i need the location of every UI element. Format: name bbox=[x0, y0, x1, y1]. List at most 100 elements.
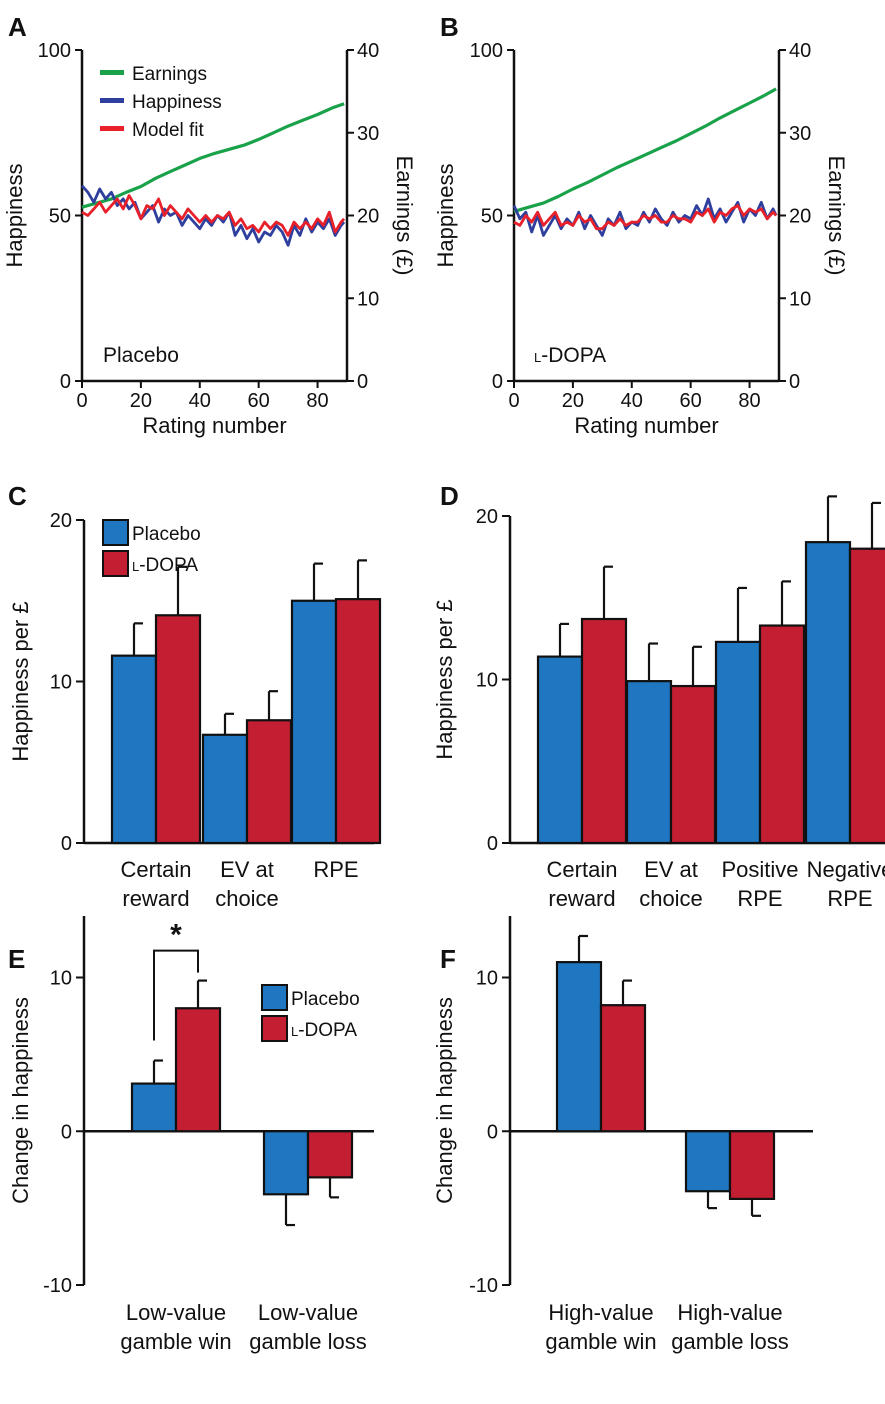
y2-tick-label: 10 bbox=[789, 288, 811, 310]
y-axis-title: Change in happiness bbox=[8, 997, 33, 1204]
panel-letter-b: B bbox=[440, 12, 459, 42]
y-axis-title: Happiness bbox=[433, 164, 458, 268]
y-tick-label: 100 bbox=[38, 40, 71, 62]
bar-placebo bbox=[714, 640, 762, 845]
panel-letter-c: C bbox=[8, 481, 27, 511]
y-tick-label: 10 bbox=[50, 968, 72, 990]
condition-label-smallcap: L bbox=[534, 350, 541, 365]
x-tick-label: 60 bbox=[248, 390, 270, 412]
legend-label: L-DOPA bbox=[291, 1020, 357, 1041]
bar-ldopa bbox=[306, 1130, 354, 1179]
bar-ldopa bbox=[580, 617, 628, 845]
legend-label-text: -DOPA bbox=[298, 1020, 357, 1041]
panel-f: F -10 0 10 Change in happiness High-value gamb… bbox=[432, 916, 813, 1354]
category-label: Certain bbox=[121, 857, 192, 882]
bar-ldopa bbox=[334, 598, 382, 845]
panel-c: C 0 10 20 Happiness per £ Certain reward EV at c… bbox=[8, 481, 382, 911]
legend-label: Placebo bbox=[132, 524, 201, 545]
x-tick-label: 0 bbox=[76, 390, 87, 412]
y2-tick-label: 30 bbox=[789, 123, 811, 145]
legend-label-text: Placebo bbox=[132, 524, 201, 545]
category-label: Positive bbox=[721, 857, 798, 882]
legend-label-smallcap: L bbox=[132, 559, 139, 574]
legend-label: Placebo bbox=[291, 989, 360, 1010]
category-label: reward bbox=[122, 886, 189, 911]
y-tick-label: 0 bbox=[60, 371, 71, 393]
y-tick-label: 20 bbox=[476, 506, 498, 528]
category-label: RPE bbox=[827, 886, 872, 911]
y2-tick-label: 20 bbox=[789, 206, 811, 228]
y-tick-label: 20 bbox=[50, 510, 72, 532]
panel-b: B 0 50 100 0 10 20 30 40 0 20 40 60 80 Rating number Ha… bbox=[433, 12, 849, 438]
legend-label: Model fit bbox=[132, 120, 205, 141]
category-label: RPE bbox=[313, 857, 358, 882]
y2-tick-label: 10 bbox=[357, 288, 379, 310]
panel-letter-d: D bbox=[440, 481, 459, 511]
y2-tick-label: 40 bbox=[789, 40, 811, 62]
y2-tick-label: 30 bbox=[357, 123, 379, 145]
y-axis-title: Happiness per £ bbox=[8, 601, 33, 761]
panel-a: A 0 50 100 0 10 20 30 40 0 20 40 60 80 Rating number Ha… bbox=[2, 12, 417, 438]
panel-letter-f: F bbox=[440, 944, 456, 974]
bar-ldopa bbox=[174, 1007, 222, 1133]
legend-swatch bbox=[261, 1015, 288, 1042]
bar-placebo bbox=[684, 1130, 732, 1193]
series-line-model-fit bbox=[513, 204, 778, 231]
significance-bracket bbox=[153, 949, 199, 1041]
category-label: High-value bbox=[677, 1300, 782, 1325]
x-tick-label: 20 bbox=[130, 390, 152, 412]
significance-star: * bbox=[170, 919, 182, 952]
x-tick-label: 20 bbox=[562, 390, 584, 412]
y2-tick-label: 0 bbox=[789, 371, 800, 393]
series-line-model-fit bbox=[81, 194, 346, 237]
category-label: gamble win bbox=[545, 1329, 656, 1354]
legend-label: L-DOPA bbox=[132, 555, 198, 576]
y-tick-label: 0 bbox=[487, 833, 498, 855]
legend-label-text: Placebo bbox=[291, 989, 360, 1010]
x-tick-label: 80 bbox=[738, 390, 760, 412]
y-tick-label: 10 bbox=[476, 968, 498, 990]
y-tick-label: 50 bbox=[481, 206, 503, 228]
legend-label: Earnings bbox=[132, 64, 207, 85]
y2-axis-title: Earnings (£) bbox=[392, 156, 417, 276]
legend-label-smallcap: L bbox=[291, 1024, 298, 1039]
y2-tick-label: 0 bbox=[357, 371, 368, 393]
y-tick-label: 0 bbox=[487, 1121, 498, 1143]
y-tick-label: 0 bbox=[61, 1121, 72, 1143]
legend-swatch bbox=[102, 550, 129, 577]
bar-ldopa bbox=[599, 1004, 647, 1133]
category-label: Negative bbox=[807, 857, 885, 882]
category-label: gamble loss bbox=[671, 1329, 788, 1354]
y-axis-title: Happiness per £ bbox=[432, 599, 457, 759]
series-line-earnings bbox=[81, 102, 345, 209]
y-tick-label: 0 bbox=[492, 371, 503, 393]
bar-placebo bbox=[804, 541, 852, 845]
category-label: choice bbox=[215, 886, 279, 911]
legend-label: Happiness bbox=[132, 92, 222, 113]
x-tick-label: 40 bbox=[189, 390, 211, 412]
bar-placebo bbox=[536, 655, 584, 845]
bar-placebo bbox=[262, 1130, 310, 1196]
y2-axis-title: Earnings (£) bbox=[824, 156, 849, 276]
category-label: High-value bbox=[548, 1300, 653, 1325]
y2-tick-label: 20 bbox=[357, 206, 379, 228]
condition-label: L-DOPA bbox=[534, 344, 606, 367]
category-label: Low-value bbox=[258, 1300, 358, 1325]
y2-tick-label: 40 bbox=[357, 40, 379, 62]
series-line-earnings bbox=[513, 87, 777, 213]
bar-placebo bbox=[555, 961, 603, 1133]
category-label: RPE bbox=[737, 886, 782, 911]
panel-d: D 0 10 20 Happiness per £ Certain reward EV at c… bbox=[432, 481, 885, 911]
y-tick-label: 10 bbox=[476, 670, 498, 692]
bar-ldopa bbox=[728, 1130, 776, 1201]
bar-placebo bbox=[201, 733, 249, 845]
x-tick-label: 40 bbox=[621, 390, 643, 412]
y-tick-label: -10 bbox=[43, 1275, 72, 1297]
category-label: Low-value bbox=[126, 1300, 226, 1325]
bar-ldopa bbox=[154, 614, 202, 845]
bar-placebo bbox=[110, 654, 158, 845]
x-tick-label: 80 bbox=[306, 390, 328, 412]
y-tick-label: 100 bbox=[470, 40, 503, 62]
y-axis-title: Happiness bbox=[2, 164, 27, 268]
